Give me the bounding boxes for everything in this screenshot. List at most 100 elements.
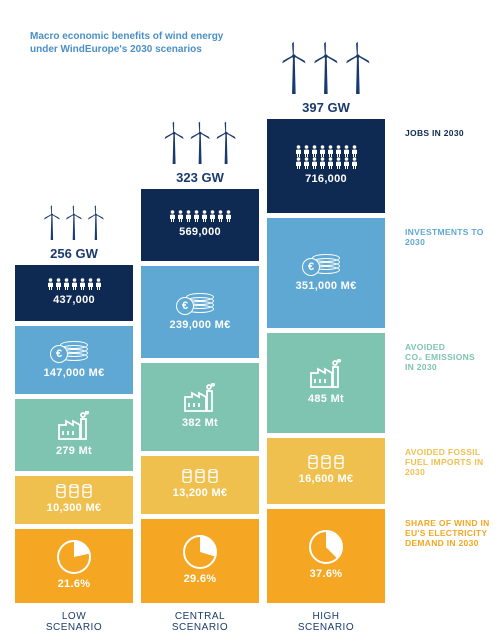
jobs-value: 716,000: [305, 173, 347, 185]
turbine-icon: [42, 204, 62, 240]
pie-icon: [183, 535, 217, 569]
legend-pie: SHARE OF WIND IN EU'S ELECTRICITY DEMAND…: [405, 518, 495, 549]
person-icon: [311, 157, 318, 169]
scenario-label-0: LOWSCENARIO: [15, 611, 133, 633]
capacity-label: 397 GW: [267, 100, 385, 115]
barrel-icon: [321, 455, 331, 469]
investments-block: € 239,000 M€: [141, 266, 259, 358]
person-icon: [327, 145, 334, 157]
jobs-block: 716,000: [267, 119, 385, 213]
turbines-icon-group: [15, 204, 133, 240]
barrels-icon-group: [308, 455, 344, 469]
factory-icon: [308, 359, 344, 389]
jobs-value: 437,000: [53, 294, 95, 306]
legend-jobs: JOBS IN 2030: [405, 128, 495, 138]
person-icon: [95, 278, 102, 290]
pie-value: 29.6%: [184, 573, 217, 585]
person-icon: [185, 210, 192, 222]
person-icon: [63, 278, 70, 290]
person-icon: [193, 210, 200, 222]
barrel-icon: [69, 484, 79, 498]
person-icon: [225, 210, 232, 222]
person-icon: [311, 145, 318, 157]
co2-value: 279 Mt: [56, 445, 92, 457]
barrel-icon: [82, 484, 92, 498]
person-icon: [319, 145, 326, 157]
fossil-block: 16,600 M€: [267, 438, 385, 504]
scenario-column-1: 323 GW 569,000 €: [141, 120, 259, 608]
person-icon: [55, 278, 62, 290]
person-icon: [295, 157, 302, 169]
person-icon: [169, 210, 176, 222]
investments-value: 351,000 M€: [295, 280, 356, 292]
capacity-label: 323 GW: [141, 170, 259, 185]
person-icon: [335, 145, 342, 157]
turbine-icon: [311, 40, 341, 94]
factory-icon: [182, 383, 218, 413]
barrel-icon: [56, 484, 66, 498]
coins-icon: €: [186, 291, 214, 315]
co2-block: 485 Mt: [267, 333, 385, 433]
legend-invest: INVESTMENTS TO 2030: [405, 227, 495, 247]
person-icon: [295, 145, 302, 157]
scenario-label-1: CENTRALSCENARIO: [141, 611, 259, 633]
barrel-icon: [182, 469, 192, 483]
turbine-icon: [86, 204, 106, 240]
fossil-block: 13,200 M€: [141, 456, 259, 514]
co2-block: 382 Mt: [141, 363, 259, 451]
person-icon: [343, 157, 350, 169]
person-icon: [303, 145, 310, 157]
turbine-icon: [162, 120, 186, 164]
turbines-icon-group: [141, 120, 259, 164]
person-icon: [335, 157, 342, 169]
investments-value: 147,000 M€: [43, 367, 104, 379]
jobs-block: 569,000: [141, 189, 259, 261]
pie-icon: [309, 530, 343, 564]
pie-icon: [57, 540, 91, 574]
pie-value: 21.6%: [58, 578, 91, 590]
co2-block: 279 Mt: [15, 399, 133, 471]
pie-block: 21.6%: [15, 529, 133, 603]
investments-block: € 147,000 M€: [15, 326, 133, 394]
factory-icon: [56, 411, 92, 441]
person-icon: [351, 157, 358, 169]
co2-value: 382 Mt: [182, 417, 218, 429]
scenario-label-2: HIGHSCENARIO: [267, 611, 385, 633]
person-icon: [201, 210, 208, 222]
turbine-icon: [279, 40, 309, 94]
investments-block: € 351,000 M€: [267, 218, 385, 328]
scenario-column-0: 256 GW 437,000 € 14: [15, 204, 133, 608]
pie-value: 37.6%: [310, 568, 343, 580]
fossil-value: 16,600 M€: [299, 473, 354, 485]
fossil-value: 10,300 M€: [47, 502, 102, 514]
pie-block: 29.6%: [141, 519, 259, 603]
barrel-icon: [308, 455, 318, 469]
barrel-icon: [334, 455, 344, 469]
turbine-icon: [214, 120, 238, 164]
person-icon: [343, 145, 350, 157]
coins-icon: €: [312, 252, 340, 276]
person-icon: [71, 278, 78, 290]
turbine-icon: [343, 40, 373, 94]
capacity-label: 256 GW: [15, 246, 133, 261]
turbine-icon: [64, 204, 84, 240]
person-icon: [217, 210, 224, 222]
person-icon: [79, 278, 86, 290]
person-icon: [177, 210, 184, 222]
turbine-icon: [188, 120, 212, 164]
jobs-block: 437,000: [15, 265, 133, 321]
scenario-column-2: 397 GW: [267, 40, 385, 608]
investments-value: 239,000 M€: [169, 319, 230, 331]
person-icon: [319, 157, 326, 169]
chart-area: 256 GW 437,000 € 14: [15, 0, 395, 643]
barrels-icon-group: [182, 469, 218, 483]
person-icon: [87, 278, 94, 290]
fossil-value: 13,200 M€: [173, 487, 228, 499]
barrel-icon: [195, 469, 205, 483]
turbines-icon-group: [267, 40, 385, 94]
legend-fossil: AVOIDED FOSSIL FUEL IMPORTS IN 2030: [405, 447, 495, 478]
barrels-icon-group: [56, 484, 92, 498]
jobs-value: 569,000: [179, 226, 221, 238]
barrel-icon: [208, 469, 218, 483]
pie-block: 37.6%: [267, 509, 385, 603]
